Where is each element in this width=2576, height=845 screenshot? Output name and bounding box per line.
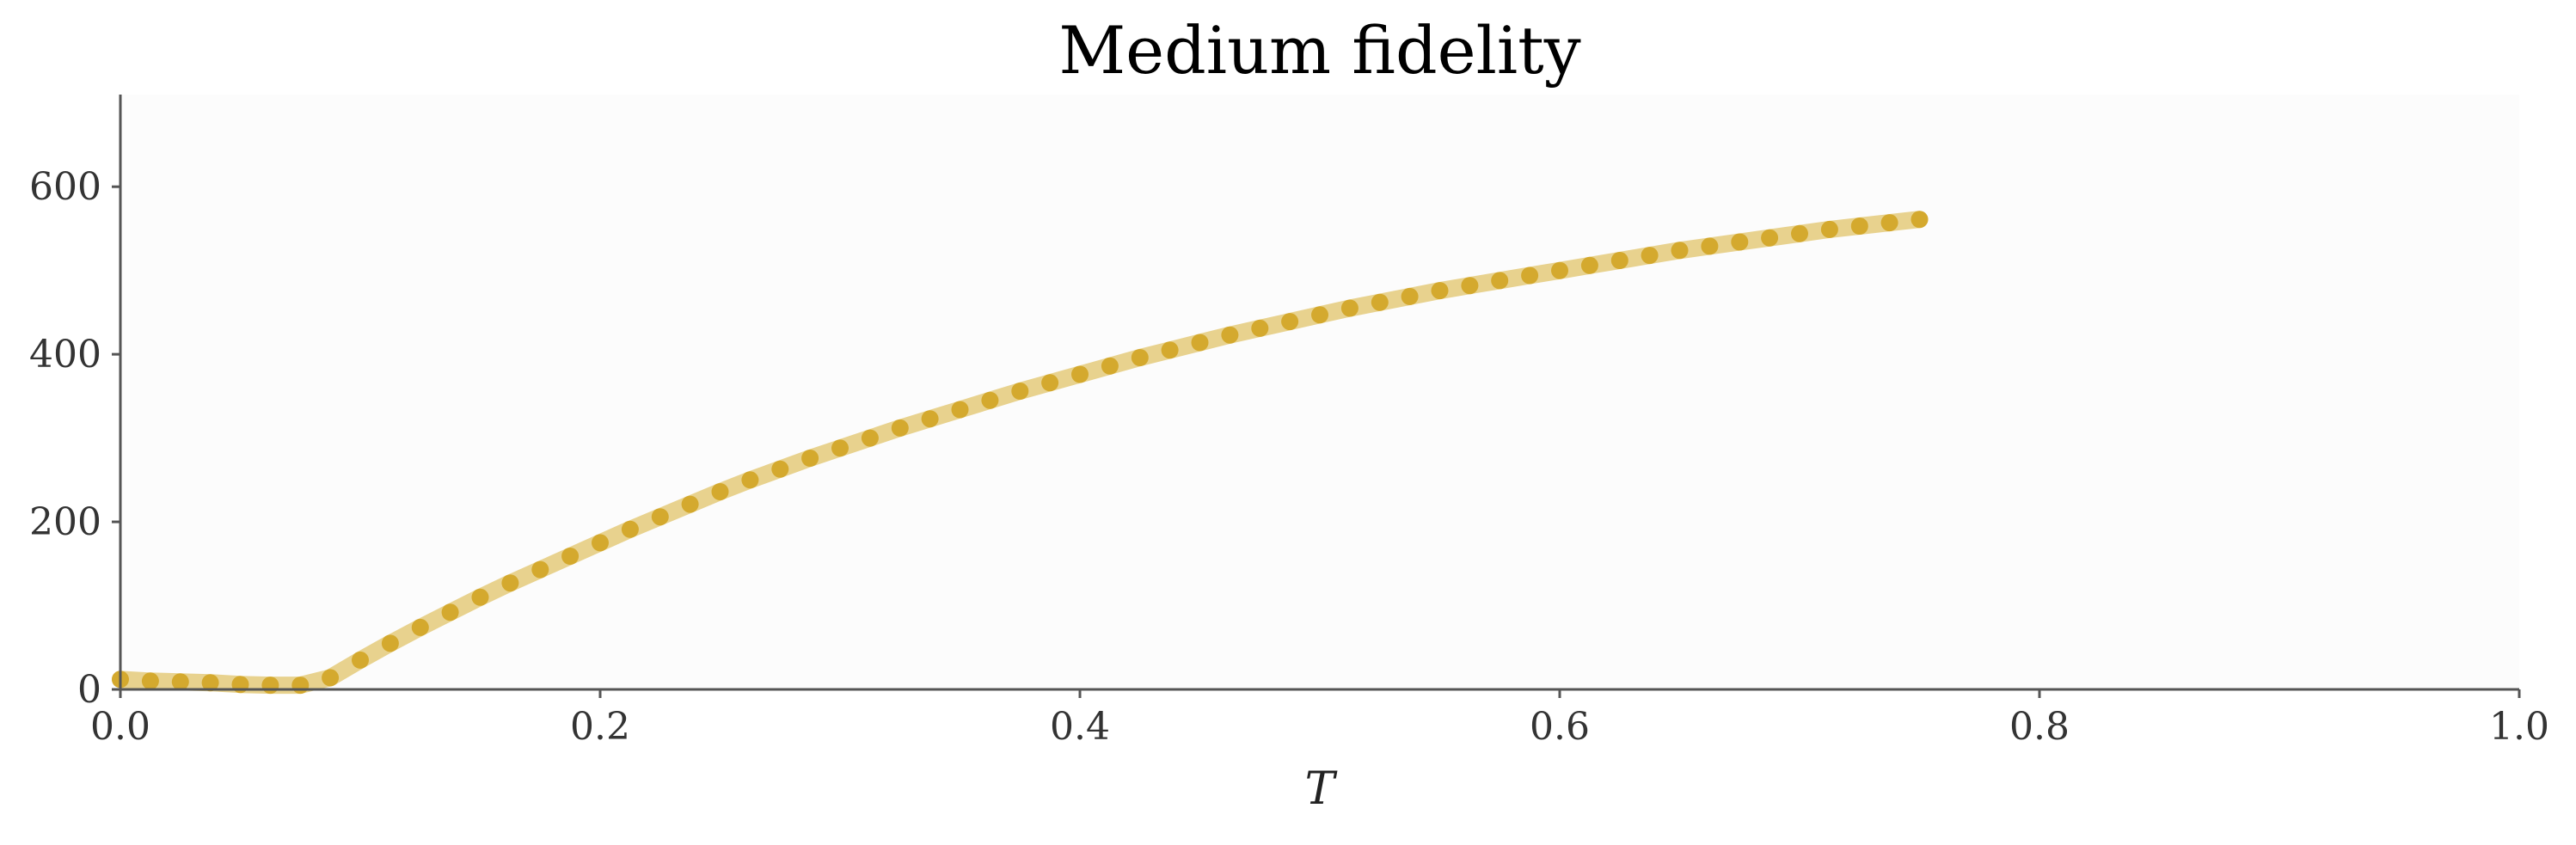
data-point — [411, 618, 429, 636]
data-point — [1221, 326, 1239, 344]
data-point — [1610, 252, 1628, 269]
x-tick-label: 1.0 — [2489, 705, 2549, 749]
x-axis-label: T — [1305, 763, 1338, 815]
data-point — [1131, 349, 1149, 366]
data-point — [1671, 242, 1689, 260]
data-point — [1071, 365, 1089, 383]
data-point — [1731, 233, 1749, 251]
y-ticks: 0 200 400 600 — [29, 165, 120, 712]
data-point — [1401, 287, 1419, 305]
data-point — [981, 391, 999, 409]
data-point — [1041, 374, 1059, 392]
data-point — [1191, 334, 1209, 352]
data-point — [921, 410, 939, 428]
x-tick-label: 0.6 — [1530, 705, 1590, 749]
data-point — [1340, 299, 1359, 317]
x-tick-label: 0.2 — [570, 705, 630, 749]
data-point — [1251, 319, 1269, 337]
x-ticks: 0.0 0.2 0.4 0.6 0.8 1.0 — [90, 689, 2549, 749]
data-point — [1431, 282, 1449, 300]
data-point — [1461, 277, 1479, 295]
data-point — [681, 495, 699, 513]
data-point — [261, 677, 279, 695]
data-point — [352, 651, 369, 669]
data-point — [201, 674, 219, 692]
data-point — [322, 669, 340, 687]
data-point — [531, 560, 549, 579]
y-tick-label: 200 — [29, 500, 101, 544]
series-layer — [112, 211, 1929, 695]
y-tick-label: 400 — [29, 333, 101, 377]
data-point — [1161, 341, 1179, 359]
data-point — [501, 574, 519, 592]
data-point — [561, 548, 580, 565]
data-point — [621, 520, 639, 538]
data-point — [651, 508, 669, 526]
data-point — [141, 672, 159, 690]
data-point — [1371, 293, 1389, 311]
data-point — [1491, 272, 1509, 290]
data-point — [951, 401, 969, 419]
chart-title: Medium fidelity — [1058, 12, 1580, 89]
x-tick-label: 0.0 — [90, 705, 150, 749]
data-point — [171, 673, 189, 691]
data-point — [861, 429, 879, 447]
data-point — [291, 677, 310, 695]
data-point — [741, 471, 759, 489]
data-point — [1761, 229, 1779, 247]
data-point — [1791, 224, 1808, 242]
data-point — [592, 534, 609, 552]
data-point — [711, 483, 729, 500]
data-point — [771, 460, 789, 478]
data-point — [1311, 306, 1328, 324]
data-point — [1281, 313, 1299, 331]
data-point — [891, 419, 909, 437]
y-tick-label: 600 — [29, 165, 101, 209]
data-point — [441, 603, 459, 622]
data-point — [1011, 383, 1029, 400]
data-point — [1101, 357, 1119, 375]
x-tick-label: 0.4 — [1050, 705, 1110, 749]
data-point — [381, 634, 399, 652]
data-point — [1911, 211, 1929, 229]
data-point — [1551, 261, 1568, 279]
data-point — [1641, 247, 1659, 265]
data-point — [471, 588, 489, 606]
x-tick-label: 0.8 — [2009, 705, 2070, 749]
data-point — [831, 439, 849, 457]
data-point — [1820, 220, 1838, 238]
data-point — [1521, 266, 1539, 285]
data-point — [801, 450, 819, 467]
y-tick-label: 0 — [77, 668, 101, 712]
data-point — [1701, 237, 1719, 255]
data-point — [1580, 256, 1598, 274]
plot-background — [120, 95, 2519, 689]
data-point — [1880, 214, 1898, 232]
data-point — [1850, 217, 1868, 235]
